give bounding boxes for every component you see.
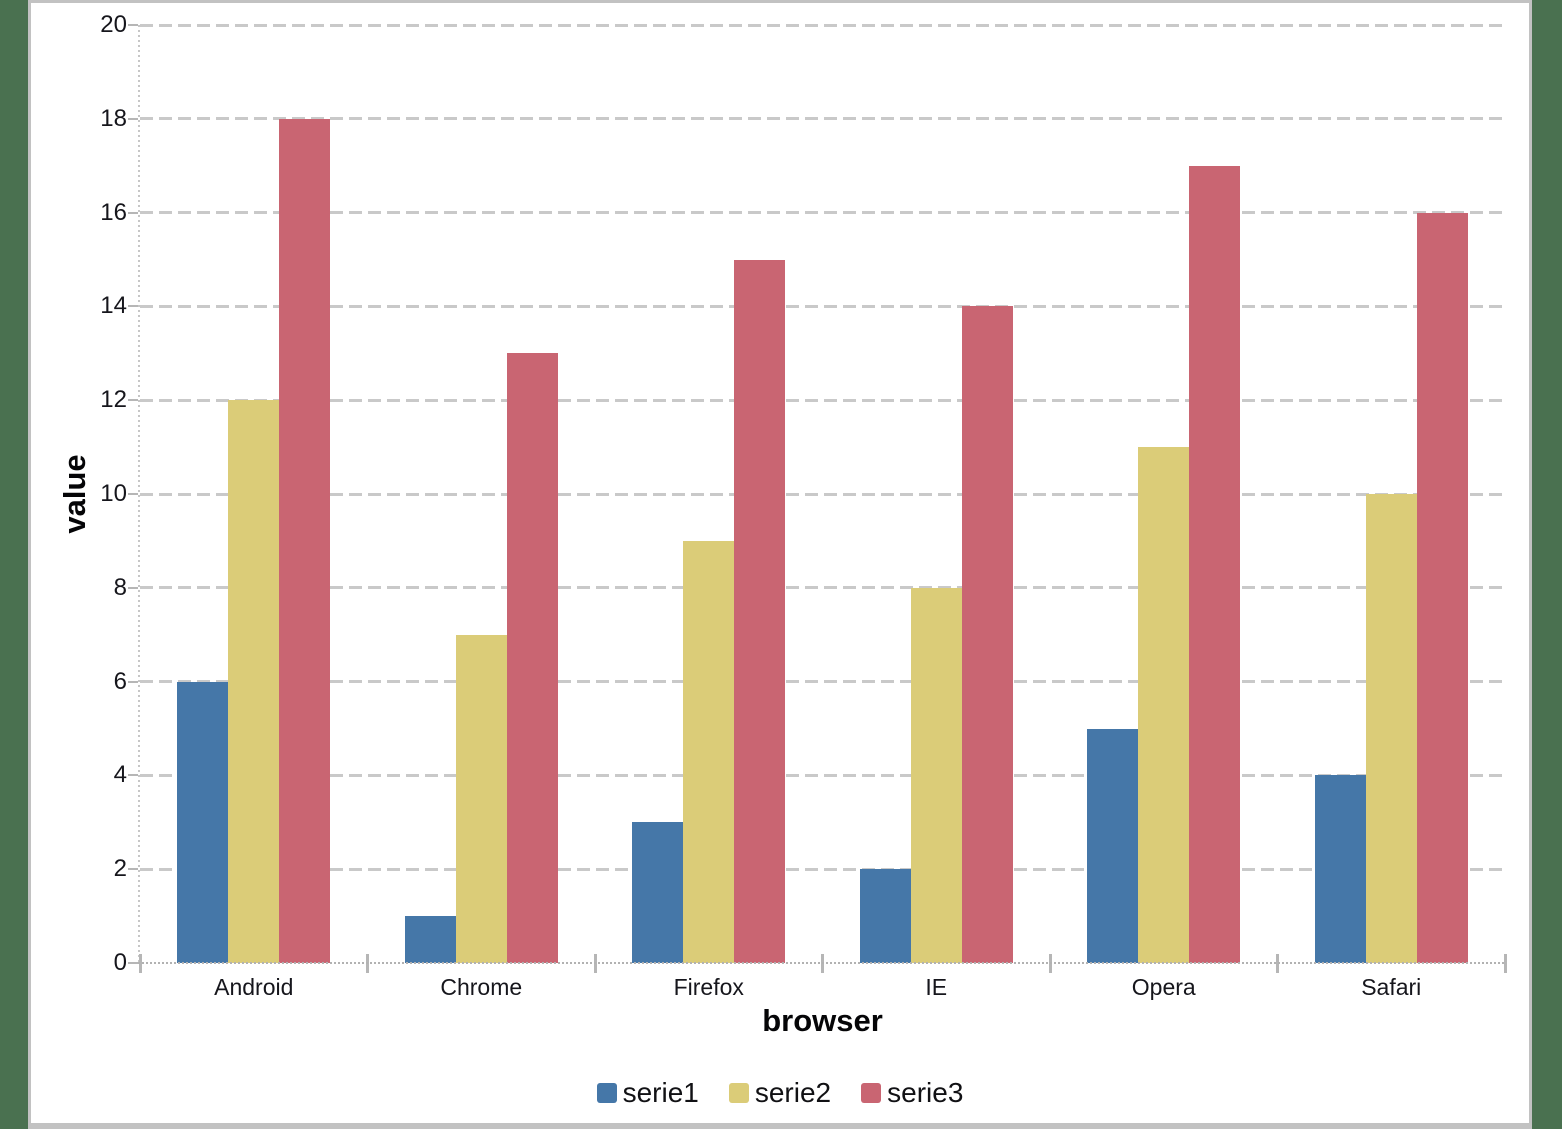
bar-serie1-ie[interactable] bbox=[859, 869, 911, 963]
y-axis-tick bbox=[128, 680, 138, 683]
x-tick-label-android: Android bbox=[214, 974, 294, 1000]
y-axis-tick bbox=[128, 24, 138, 26]
bar-serie1-opera[interactable] bbox=[1087, 728, 1139, 963]
x-axis-tick bbox=[1503, 954, 1507, 973]
chart-panel: value 0 2 4 6 8 10 12 14 16 18 20 Android Chrome Fir… bbox=[28, 0, 1532, 1129]
x-tick-label-opera: Opera bbox=[1131, 974, 1196, 1000]
x-tick-label-safari: Safari bbox=[1361, 974, 1422, 1000]
legend-swatch-serie3 bbox=[861, 1083, 882, 1103]
y-tick-label: 16 bbox=[100, 198, 127, 226]
gridline bbox=[140, 211, 1505, 215]
bar-serie2-safari[interactable] bbox=[1365, 494, 1417, 963]
y-axis-tick bbox=[128, 774, 138, 777]
legend-item-serie3[interactable]: serie3 bbox=[861, 1077, 963, 1109]
y-tick-label: 4 bbox=[113, 761, 127, 789]
bar-serie1-safari[interactable] bbox=[1314, 775, 1366, 963]
x-axis-title: browser bbox=[762, 1003, 883, 1038]
y-tick-label: 18 bbox=[100, 104, 127, 132]
y-axis-tick bbox=[128, 117, 138, 120]
legend-item-serie2[interactable]: serie2 bbox=[728, 1077, 832, 1109]
y-tick-label: 6 bbox=[113, 667, 127, 695]
plot-area bbox=[128, 23, 1507, 973]
y-tick-label: 8 bbox=[113, 573, 127, 601]
gridline bbox=[140, 398, 1505, 402]
bar-serie3-safari[interactable] bbox=[1416, 212, 1468, 963]
legend-swatch-serie2 bbox=[728, 1083, 749, 1103]
legend-label-serie1: serie1 bbox=[622, 1077, 699, 1108]
y-axis-tick bbox=[128, 211, 138, 214]
x-tick-label-ie: IE bbox=[925, 974, 948, 1000]
y-axis-tick bbox=[128, 399, 138, 402]
y-tick-label: 20 bbox=[100, 11, 127, 38]
x-tick-label-firefox: Firefox bbox=[673, 974, 744, 1000]
legend-item-serie1[interactable]: serie1 bbox=[596, 1077, 699, 1109]
gridline bbox=[140, 773, 1505, 777]
y-tick-label: 0 bbox=[113, 949, 127, 976]
gridline bbox=[140, 680, 1505, 684]
y-tick-label: 10 bbox=[100, 480, 127, 507]
x-axis-baseline bbox=[138, 962, 1505, 964]
y-axis-tick bbox=[128, 493, 138, 495]
y-axis-tick bbox=[128, 586, 138, 589]
bar-serie3-firefox[interactable] bbox=[734, 259, 786, 963]
bar-serie1-android[interactable] bbox=[177, 681, 229, 963]
bar-serie2-ie[interactable] bbox=[910, 587, 962, 963]
bar-serie2-chrome[interactable] bbox=[455, 634, 507, 963]
bar-serie1-chrome[interactable] bbox=[404, 916, 456, 963]
bar-serie3-opera[interactable] bbox=[1189, 165, 1241, 963]
gridline bbox=[140, 586, 1505, 590]
y-axis-line bbox=[138, 25, 140, 963]
gridline bbox=[140, 492, 1505, 496]
bar-serie3-chrome[interactable] bbox=[506, 353, 558, 963]
gridline bbox=[140, 867, 1505, 871]
gridline bbox=[140, 117, 1505, 121]
y-tick-label: 2 bbox=[113, 855, 127, 883]
legend-label-serie2: serie2 bbox=[754, 1077, 832, 1108]
y-axis-tick bbox=[128, 962, 138, 964]
gridline bbox=[140, 23, 1505, 27]
bar-serie2-android[interactable] bbox=[228, 400, 280, 963]
bar-serie3-android[interactable] bbox=[279, 118, 331, 963]
y-axis-tick bbox=[128, 305, 138, 308]
x-tick-label-chrome: Chrome bbox=[440, 974, 523, 1000]
bar-serie3-ie[interactable] bbox=[961, 306, 1013, 963]
y-tick-label: 14 bbox=[100, 292, 127, 320]
gridline bbox=[140, 304, 1505, 308]
y-tick-label: 12 bbox=[100, 386, 127, 414]
bar-serie1-firefox[interactable] bbox=[632, 822, 684, 963]
legend-label-serie3: serie3 bbox=[887, 1077, 964, 1108]
legend-swatch-serie1 bbox=[596, 1083, 617, 1103]
bar-serie2-opera[interactable] bbox=[1138, 447, 1190, 963]
bar-serie2-firefox[interactable] bbox=[683, 540, 735, 963]
y-axis-tick bbox=[128, 868, 138, 871]
legend: serie1 serie2 serie3 bbox=[31, 1077, 1529, 1109]
